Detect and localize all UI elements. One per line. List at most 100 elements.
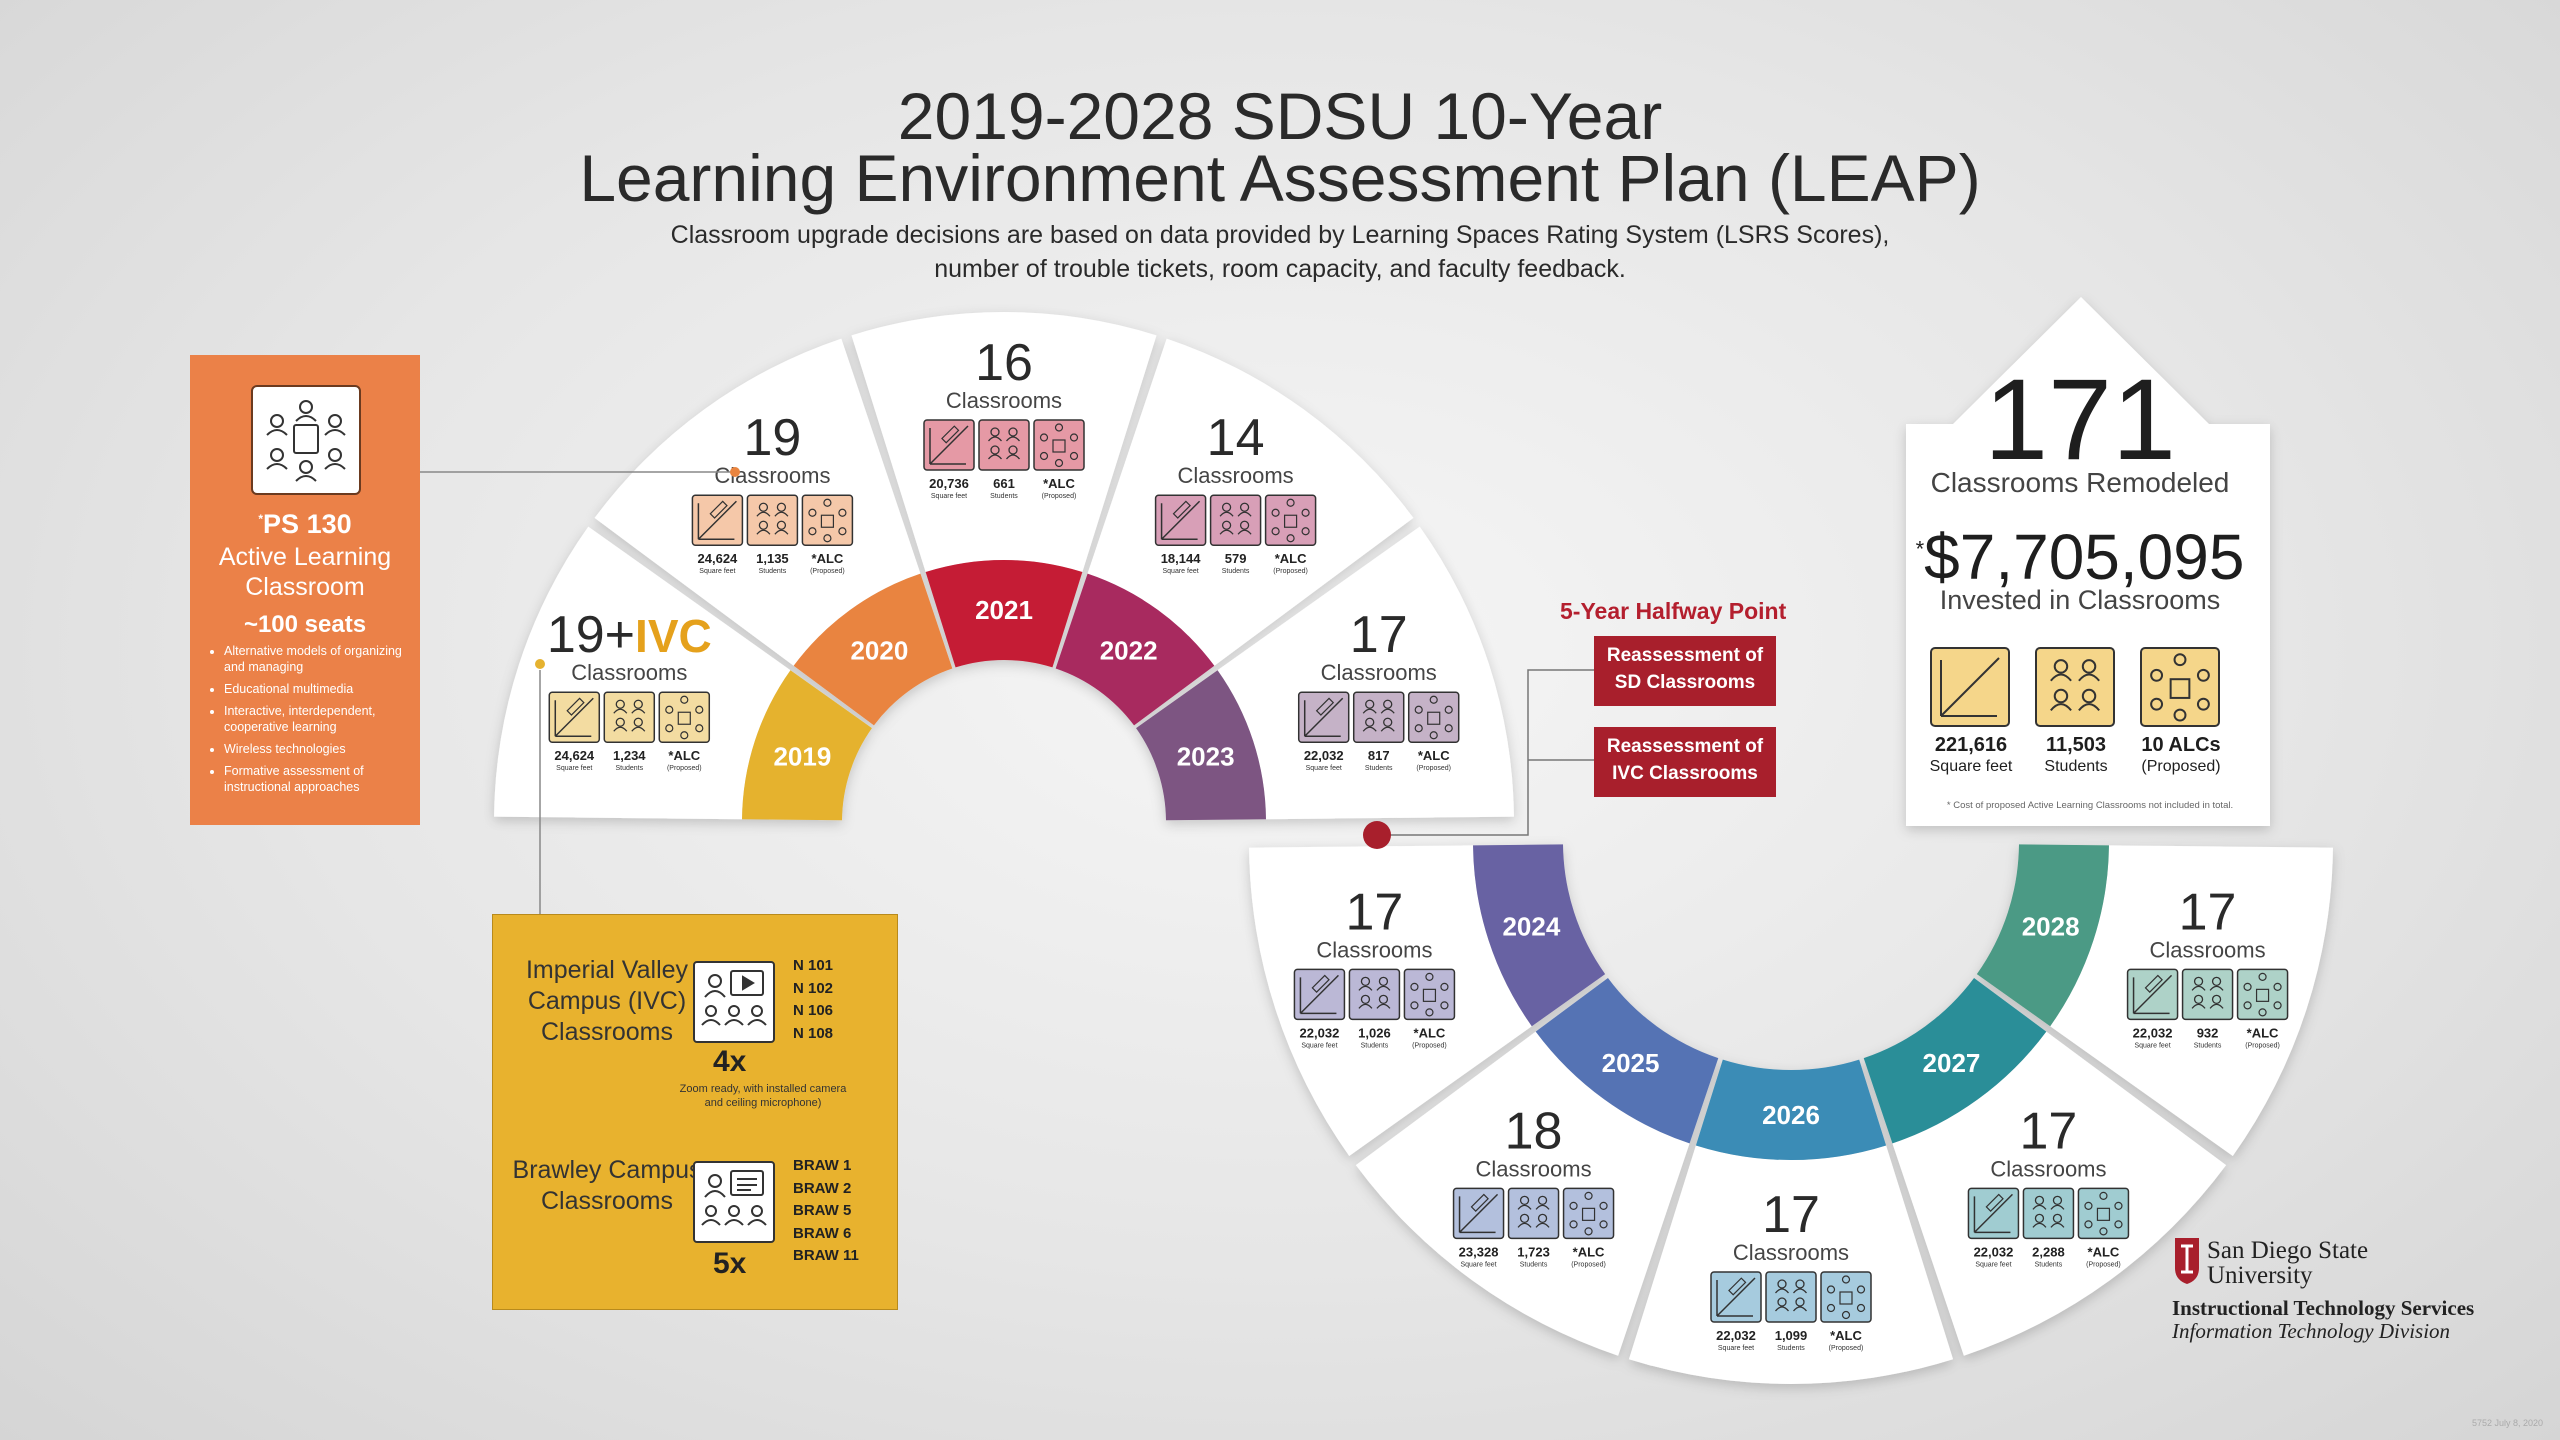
classroom-count: 14 — [1207, 409, 1265, 467]
presentation-classroom-icon — [693, 1161, 775, 1243]
stat-value: *ALC — [1043, 476, 1075, 491]
classroom-count: 16 — [975, 334, 1033, 392]
stat-value: 1,099 — [1775, 1328, 1808, 1343]
room-label: BRAW 5 — [793, 1202, 852, 1219]
halfway-dot — [1363, 821, 1391, 849]
stat-value: 579 — [1225, 551, 1247, 566]
stat-label: Students — [2194, 1042, 2222, 1049]
stat-value: *ALC — [1275, 551, 1307, 566]
stat-label: (Proposed) — [1571, 1261, 1606, 1268]
classroom-label: Classrooms — [1733, 1240, 1849, 1265]
room-label: N 108 — [793, 1024, 834, 1042]
stat-label: Students — [2035, 1261, 2063, 1268]
room-label: BRAW 1 — [793, 1157, 852, 1174]
segment-card — [494, 526, 791, 820]
bullet-item: Wireless technologies — [224, 741, 424, 757]
stat-value: 20,736 — [929, 476, 969, 491]
alc-icon — [2140, 647, 2220, 727]
ps130-panel: *PS 130 Active Learning Classroom ~100 s… — [190, 355, 420, 825]
classroom-label: Classrooms — [1316, 937, 1432, 962]
halfway-title: 5-Year Halfway Point — [1560, 598, 1787, 624]
classroom-count: 17 — [1346, 883, 1404, 941]
brawley-label: Brawley Campus Classrooms — [512, 1156, 702, 1215]
year-band-2019 — [742, 670, 872, 821]
classroom-count: 17 — [2179, 883, 2237, 941]
total-sqft: 221,616 — [1934, 734, 2008, 756]
year-label: 2026 — [1762, 1100, 1820, 1130]
stat-label: Square feet — [1460, 1261, 1496, 1268]
stat-value: *ALC — [1573, 1244, 1605, 1259]
segment-icons — [1293, 968, 1456, 1021]
total-sqft-label: Square feet — [1929, 758, 2013, 775]
ivc-room-list: N 101 N 102 N 106 N 108 — [793, 955, 833, 1045]
students-icon — [2035, 647, 2115, 727]
reassess-sd-box: Reassessment of SD Classrooms — [1594, 636, 1776, 706]
total-classrooms: 171 — [1984, 356, 2176, 484]
segment-card — [1217, 526, 1514, 820]
year-label: 2028 — [2022, 911, 2080, 941]
stat-label: Square feet — [556, 765, 592, 772]
classroom-count: 17 — [1762, 1186, 1820, 1244]
stat-label: Students — [990, 493, 1018, 500]
segment-icons — [1452, 1187, 1615, 1240]
stat-value: 24,624 — [554, 748, 595, 763]
year-band-2024 — [1473, 844, 1606, 1027]
segment-icons — [2126, 968, 2289, 1021]
ivc-count: 4x — [713, 1045, 747, 1078]
bullet-item: Educational multimedia — [224, 681, 424, 697]
year-label: 2023 — [1177, 741, 1235, 771]
classroom-count: 19+IVC — [547, 606, 712, 664]
stat-value: *ALC — [1414, 1025, 1446, 1040]
stat-value: 22,032 — [1300, 1025, 1340, 1040]
year-label: 2027 — [1923, 1048, 1981, 1078]
ivc-note: Zoom ready, with installed camera and ce… — [679, 1083, 847, 1109]
year-band-2020 — [793, 573, 953, 726]
segment-icons — [1967, 1187, 2130, 1240]
stat-value: *ALC — [1418, 748, 1450, 763]
logo-name-line-2: University — [2207, 1262, 2313, 1289]
bullet-item: Formative assessment of instructional ap… — [224, 763, 424, 795]
brawley-room-list: BRAW 1 BRAW 2 BRAW 5 BRAW 6 BRAW 11 — [793, 1155, 859, 1268]
classroom-label: Classrooms — [1475, 1156, 1591, 1181]
stat-value: *ALC — [812, 551, 844, 566]
stat-label: Students — [1777, 1345, 1805, 1352]
ps130-subtitle-2: Classroom — [245, 573, 365, 601]
sdsu-logo-icon — [2175, 1238, 2199, 1284]
ps130-title: *PS 130 — [258, 509, 352, 539]
stat-label: Square feet — [2134, 1042, 2170, 1049]
title-line-2: Learning Environment Assessment Plan (LE… — [579, 141, 1981, 215]
reassess-ivc-box: Reassessment of IVC Classrooms — [1594, 727, 1776, 797]
stat-label: (Proposed) — [1042, 493, 1077, 500]
stat-value: 22,032 — [1716, 1328, 1756, 1343]
stat-value: 1,723 — [1517, 1244, 1550, 1259]
logo-name-line-1: San Diego State — [2207, 1237, 2369, 1264]
total-invested: *$7,705,095 — [1915, 521, 2245, 593]
stat-label: Square feet — [1306, 765, 1342, 772]
year-label: 2024 — [1502, 911, 1560, 941]
classroom-label: Classrooms — [1178, 463, 1294, 488]
stat-label: Students — [1361, 1042, 1389, 1049]
total-classrooms-label: Classrooms Remodeled — [1930, 467, 2230, 498]
total-students: 11,503 — [2045, 734, 2107, 756]
stat-value: *ALC — [1830, 1328, 1862, 1343]
stat-value: 22,032 — [2133, 1025, 2173, 1040]
stat-label: Students — [1365, 765, 1393, 772]
year-label: 2019 — [773, 741, 831, 771]
stat-label: (Proposed) — [1273, 568, 1308, 575]
classroom-count: 17 — [1350, 606, 1408, 664]
classroom-label: Classrooms — [571, 660, 687, 685]
subtitle: Classroom upgrade decisions are based on… — [670, 221, 1890, 283]
stat-label: Square feet — [1301, 1042, 1337, 1049]
stat-value: *ALC — [668, 748, 700, 763]
year-label: 2021 — [975, 595, 1033, 625]
stat-label: (Proposed) — [1829, 1345, 1864, 1352]
bullet-item: Alternative models of organizing and man… — [224, 643, 424, 675]
totals-footnote: * Cost of proposed Active Learning Class… — [1946, 800, 2234, 811]
stat-value: 2,288 — [2032, 1244, 2065, 1259]
